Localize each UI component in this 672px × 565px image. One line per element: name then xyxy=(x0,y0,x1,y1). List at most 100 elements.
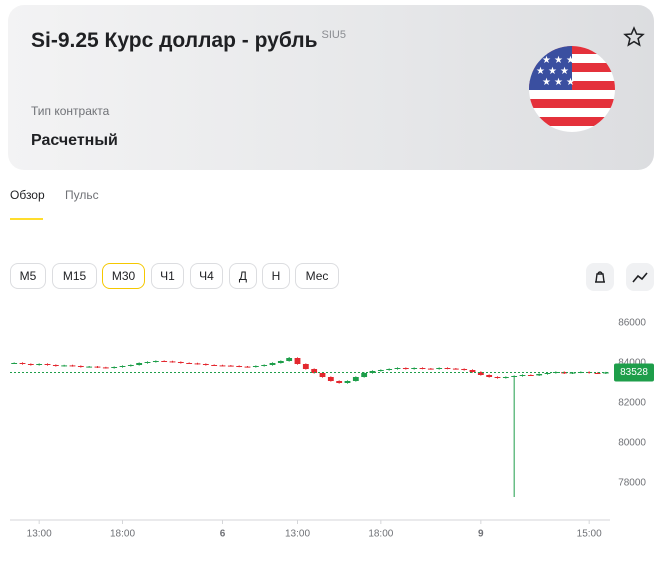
candle-body xyxy=(152,361,159,362)
candle-body xyxy=(411,368,418,369)
candle-body xyxy=(477,372,484,375)
candle-body xyxy=(536,374,543,376)
timeframe-button[interactable]: Ч1 xyxy=(151,263,184,289)
tab[interactable]: Пульс xyxy=(65,188,99,202)
candle-body xyxy=(594,373,601,374)
candle-body xyxy=(602,372,609,374)
candle-body xyxy=(436,368,443,369)
timeframe-button[interactable]: M15 xyxy=(52,263,97,289)
last-price-label: 83528 xyxy=(620,367,648,378)
candle-body xyxy=(361,373,368,377)
tab[interactable]: Обзор xyxy=(10,188,45,202)
y-tick-label: 78000 xyxy=(618,478,646,489)
candle-body xyxy=(527,375,534,376)
candle-body xyxy=(202,364,209,365)
candle-body xyxy=(577,372,584,373)
timeframe-button[interactable]: Мес xyxy=(295,263,339,289)
candle-body xyxy=(461,369,468,370)
candle-body xyxy=(211,365,218,366)
indicator-button[interactable] xyxy=(586,263,614,291)
candle-body xyxy=(36,364,43,365)
timeframe-button[interactable]: M5 xyxy=(10,263,46,289)
svg-text:★: ★ xyxy=(560,66,569,77)
candle-body xyxy=(269,363,276,365)
candle-body xyxy=(127,365,134,366)
candle-body xyxy=(319,373,326,377)
tab-indicator xyxy=(10,218,43,220)
candle-body xyxy=(27,364,34,365)
candle-body xyxy=(11,363,18,364)
candle-body xyxy=(69,365,76,367)
candle-body xyxy=(219,365,226,367)
candle-body xyxy=(427,368,434,370)
svg-text:★: ★ xyxy=(542,55,551,66)
x-tick-label: 13:00 xyxy=(27,529,52,540)
candle-body xyxy=(336,381,343,383)
timeframe-button[interactable]: M30 xyxy=(102,263,145,289)
candle-body xyxy=(377,370,384,371)
candle-body xyxy=(511,376,518,377)
y-tick-label: 82000 xyxy=(618,398,646,409)
candle-body xyxy=(369,371,376,373)
candle-body xyxy=(394,368,401,369)
svg-text:★: ★ xyxy=(548,66,557,77)
x-tick-label: 9 xyxy=(478,529,484,540)
chart-type-button[interactable] xyxy=(626,263,654,291)
candle-body xyxy=(544,373,551,374)
candle-body xyxy=(244,366,251,368)
candle-body xyxy=(419,368,426,369)
candle-body xyxy=(111,367,118,368)
candle-body xyxy=(502,377,509,378)
contract-label: Тип контракта xyxy=(31,104,110,118)
last-price-box xyxy=(614,363,654,382)
x-tick-label: 18:00 xyxy=(368,529,393,540)
candle-body xyxy=(136,363,143,365)
timeframe-button[interactable]: Н xyxy=(262,263,290,289)
ticker: SIU5 xyxy=(321,29,346,41)
candle-body xyxy=(19,363,26,364)
candle-body xyxy=(102,367,109,369)
candle-body xyxy=(486,375,493,377)
candle-body xyxy=(186,363,193,364)
timeframe-button[interactable]: Д xyxy=(229,263,257,289)
svg-text:★: ★ xyxy=(566,55,575,66)
candle-body xyxy=(77,366,84,367)
candle-body xyxy=(252,366,259,367)
candle-body xyxy=(452,368,459,370)
us-flag: ★ ★ ★ ★ ★ ★ ★ ★ ★ xyxy=(529,46,615,132)
y-tick-label: 80000 xyxy=(618,438,646,449)
candle-body xyxy=(61,365,68,367)
candle-body xyxy=(561,372,568,374)
candle-body xyxy=(277,361,284,363)
x-tick-label: 15:00 xyxy=(577,529,602,540)
candle-body xyxy=(119,366,126,367)
timeframe-button[interactable]: Ч4 xyxy=(190,263,223,289)
x-tick-label: 18:00 xyxy=(110,529,135,540)
candle-body xyxy=(227,365,234,367)
candle-body xyxy=(402,368,409,369)
candle-body xyxy=(169,361,176,363)
candle-body xyxy=(519,375,526,376)
candle-body xyxy=(569,372,576,374)
candle-body xyxy=(311,369,318,373)
candle-body xyxy=(352,377,359,381)
candle-body xyxy=(469,370,476,372)
candle-body xyxy=(344,381,351,383)
candle-body xyxy=(261,365,268,366)
title-text: Si-9.25 Курс доллар - рубль xyxy=(31,29,318,52)
candle-body xyxy=(177,362,184,363)
candle-body xyxy=(586,372,593,373)
favorite-button[interactable] xyxy=(622,25,646,49)
svg-text:★: ★ xyxy=(542,77,551,88)
y-tick-label: 84000 xyxy=(618,358,646,369)
candle-body xyxy=(494,377,501,378)
y-tick-label: 86000 xyxy=(618,318,646,329)
candle-body xyxy=(94,366,101,368)
svg-text:★: ★ xyxy=(536,66,545,77)
candle-body xyxy=(194,363,201,365)
candle-body xyxy=(302,364,309,369)
x-tick-label: 6 xyxy=(220,529,226,540)
candle-body xyxy=(444,368,451,369)
candle-body xyxy=(44,364,51,365)
